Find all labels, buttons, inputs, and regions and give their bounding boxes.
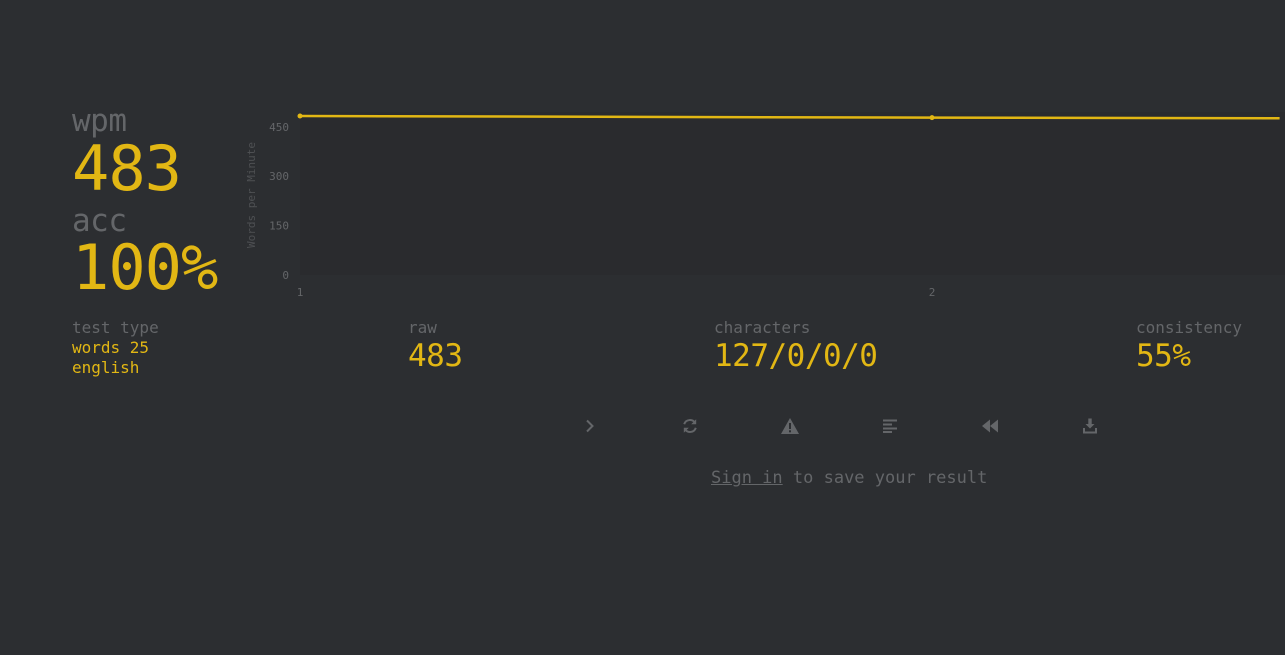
plot-area <box>300 112 1285 275</box>
y-tick-label: 450 <box>269 121 289 134</box>
restart-button[interactable] <box>674 410 706 442</box>
align-left-icon <box>883 419 897 433</box>
report-button[interactable] <box>774 410 806 442</box>
raw-stat: raw 483 <box>408 318 463 374</box>
signin-link[interactable]: Sign in <box>711 468 783 488</box>
words-history-button[interactable] <box>874 410 906 442</box>
test-type: test type words 25 english <box>72 318 159 378</box>
y-tick-label: 150 <box>269 220 289 233</box>
consistency-value: 55% <box>1136 338 1191 374</box>
test-type-label: test type <box>72 318 159 337</box>
wpm-data-point <box>297 113 303 119</box>
warning-icon <box>781 418 799 434</box>
wpm-chart-svg: Words per Minute 0 150 300 450 1 2 <box>245 112 1285 299</box>
screenshot-button[interactable] <box>1074 410 1106 442</box>
result-actions <box>0 410 1285 442</box>
acc-label: acc <box>72 203 127 239</box>
raw-label: raw <box>408 318 437 337</box>
y-tick-label: 0 <box>282 269 289 282</box>
consistency-label: consistency <box>1136 318 1242 337</box>
replay-button[interactable] <box>974 410 1006 442</box>
characters-stat: characters 127/0/0/0 <box>714 318 878 374</box>
download-icon <box>1083 418 1097 434</box>
test-type-mode: words 25 <box>72 338 150 357</box>
wpm-label: wpm <box>72 103 127 139</box>
wpm-data-point <box>929 115 935 121</box>
raw-value: 483 <box>408 338 463 374</box>
wpm-value: 483 <box>72 132 182 205</box>
refresh-icon <box>683 419 697 433</box>
backward-icon <box>982 419 998 433</box>
y-tick-label: 300 <box>269 170 289 183</box>
wpm-chart: Words per Minute 0 150 300 450 1 2 <box>240 100 1285 305</box>
acc-value: 100% <box>72 231 218 304</box>
characters-label: characters <box>714 318 811 337</box>
test-type-language: english <box>72 358 140 377</box>
y-axis-title: Words per Minute <box>245 142 258 248</box>
chevron-right-icon <box>586 419 594 433</box>
next-test-button[interactable] <box>574 410 606 442</box>
x-tick-label: 2 <box>929 286 936 299</box>
signin-prompt: Sign in to save your result <box>711 467 987 489</box>
signin-rest-text: to save your result <box>782 468 988 488</box>
consistency-stat: consistency 55% <box>1136 318 1242 374</box>
x-tick-label: 1 <box>297 286 304 299</box>
characters-value: 127/0/0/0 <box>714 338 878 374</box>
